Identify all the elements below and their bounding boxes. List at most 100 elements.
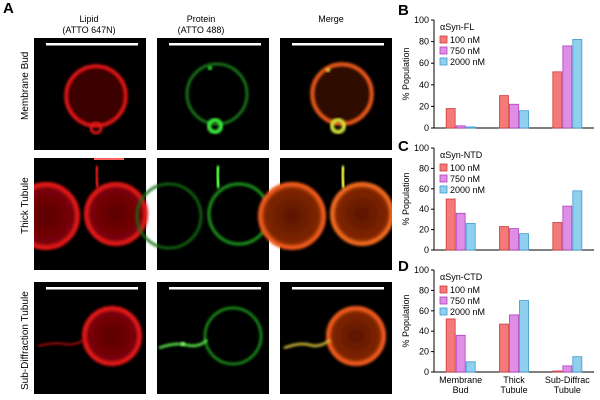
bar — [509, 314, 519, 373]
bar — [499, 95, 509, 129]
bar — [572, 356, 583, 373]
column-header-merge: Merge — [318, 14, 344, 24]
bar — [465, 126, 476, 129]
micrograph-protein-bud — [157, 38, 269, 150]
bar — [562, 205, 573, 251]
legend-entry: 2000 nM — [450, 185, 485, 195]
bar — [499, 323, 509, 373]
y-tick-label: 20 — [419, 101, 429, 111]
micrograph-grid — [34, 38, 392, 394]
micrograph-lipid-thick — [34, 158, 148, 270]
row-label-sub-diffraction-tubule: Sub-Diffraction Tubule — [20, 291, 31, 390]
bar — [572, 39, 583, 129]
legend-swatch — [439, 285, 448, 294]
bar — [562, 45, 573, 129]
legend-swatch — [439, 46, 448, 55]
legend-entry: 750 nM — [450, 296, 480, 306]
bar — [499, 226, 509, 251]
y-tick-label: 100 — [414, 143, 429, 153]
bar — [572, 190, 583, 251]
y-tick-label: 40 — [419, 80, 429, 90]
bar — [465, 361, 476, 373]
bar — [519, 110, 529, 129]
x-tick-label: Thick — [503, 375, 525, 385]
micrograph-lipid-subdiff — [34, 282, 146, 394]
bar — [455, 212, 466, 251]
micrograph-row-thick-tubule — [34, 158, 392, 270]
y-tick-label: 0 — [424, 367, 429, 377]
chart-alphasyn-ctd: 0 20 40 60 80 100 % Population αSyn-CTD 100 nM75… — [401, 265, 594, 395]
bar — [519, 300, 529, 373]
x-tick-label: Tubule — [500, 385, 527, 395]
bar — [455, 334, 466, 373]
row-label-thick-tubule: Thick Tubule — [20, 177, 31, 234]
micrograph-merge-subdiff — [280, 282, 392, 394]
y-tick-label: 100 — [414, 15, 429, 25]
micrograph-protein-subdiff — [157, 282, 269, 394]
column-header-lipid: Lipid (ATTO 647N) — [62, 14, 116, 35]
column-header-protein: Protein (ATTO 488) — [177, 14, 225, 35]
chart-alphasyn-fl: 0 20 40 60 80 100 % Population αSyn-FL 100 nM750… — [401, 15, 594, 133]
bar — [445, 198, 456, 251]
legend-swatch — [439, 57, 448, 66]
x-tick-label: Sub-Diffrac — [545, 375, 590, 385]
x-tick-label: Bud — [453, 385, 469, 395]
panel-label-a: A — [3, 0, 14, 17]
bar — [552, 71, 563, 129]
legend-entry: 750 nM — [450, 46, 480, 56]
legend-entry: 100 nM — [450, 285, 480, 295]
legend-swatch — [439, 185, 448, 194]
panel-label-d: D — [398, 258, 409, 275]
bar — [509, 228, 519, 251]
micrograph-merge-thick — [258, 158, 392, 270]
y-tick-label: 80 — [419, 37, 429, 47]
y-tick-label: 20 — [419, 347, 429, 357]
legend-swatch — [439, 35, 448, 44]
panel-label-c: C — [398, 138, 409, 155]
chart-title: αSyn-FL — [440, 22, 474, 32]
x-tick-label: Tubule — [554, 385, 581, 395]
y-tick-label: 80 — [419, 285, 429, 295]
y-tick-label: 20 — [419, 225, 429, 235]
bar — [465, 223, 476, 251]
y-tick-label: 60 — [419, 306, 429, 316]
y-tick-label: 60 — [419, 184, 429, 194]
y-axis-label: % Population — [401, 172, 411, 225]
legend-entry: 750 nM — [450, 174, 480, 184]
y-tick-label: 40 — [419, 326, 429, 336]
y-tick-label: 0 — [424, 245, 429, 255]
micrograph-lipid-bud — [34, 38, 146, 150]
chart-alphasyn-ntd: 0 20 40 60 80 100 % Population αSyn-NTD 100 nM75… — [401, 143, 594, 255]
legend-entry: 100 nM — [450, 163, 480, 173]
row-label-membrane-bud: Membrane Bud — [20, 51, 31, 120]
legend-entry: 100 nM — [450, 35, 480, 45]
y-tick-label: 60 — [419, 58, 429, 68]
bar — [509, 103, 519, 129]
bar — [455, 125, 466, 129]
chart-title: αSyn-CTD — [440, 272, 483, 282]
bar — [445, 318, 456, 373]
y-tick-label: 0 — [424, 123, 429, 133]
y-tick-label: 80 — [419, 163, 429, 173]
micrograph-merge-bud — [280, 38, 392, 150]
bar — [519, 233, 529, 251]
legend-entry: 2000 nM — [450, 57, 485, 67]
micrograph-row-membrane-bud — [34, 38, 392, 150]
bar — [445, 108, 456, 129]
bar — [562, 365, 573, 373]
legend-swatch — [439, 174, 448, 183]
panel-label-b: B — [398, 2, 409, 19]
legend-swatch — [439, 163, 448, 172]
y-axis-label: % Population — [401, 294, 411, 347]
bar — [552, 370, 563, 373]
y-tick-label: 40 — [419, 204, 429, 214]
legend-entry: 2000 nM — [450, 307, 485, 317]
chart-title: αSyn-NTD — [440, 150, 483, 160]
x-tick-label: Membrane — [439, 375, 482, 385]
legend-swatch — [439, 296, 448, 305]
y-axis-label: % Population — [401, 47, 411, 100]
micrograph-protein-thick — [135, 158, 271, 270]
bar — [552, 222, 563, 251]
legend-swatch — [439, 307, 448, 316]
y-tick-label: 100 — [414, 265, 429, 275]
